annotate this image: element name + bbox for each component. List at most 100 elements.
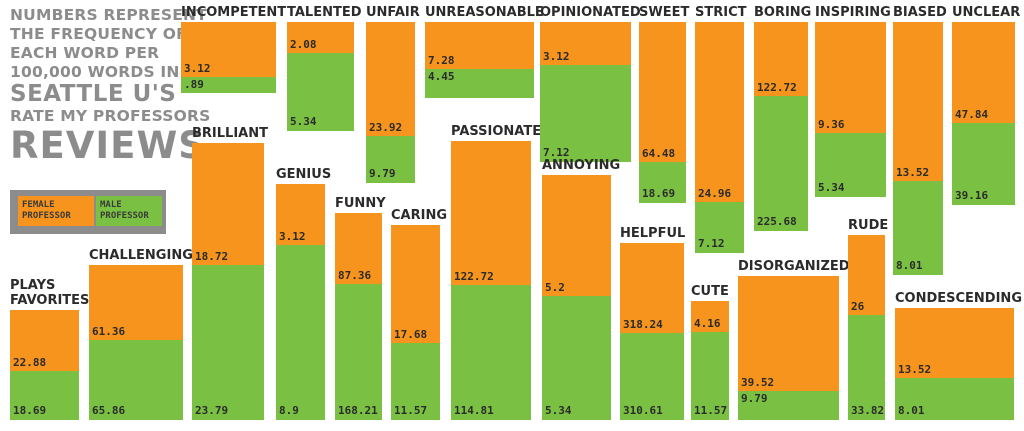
bar-male-unreasonable xyxy=(425,69,534,98)
bar-female-cute xyxy=(691,301,729,332)
value-female-genius: 3.12 xyxy=(279,230,306,243)
bar-male-caring xyxy=(391,343,440,420)
word-label-sweet: SWEET xyxy=(639,5,690,20)
bar-female-plays-favorites xyxy=(10,310,79,371)
value-female-challenging: 61.36 xyxy=(92,325,126,338)
word-label-genius: GENIUS xyxy=(276,167,332,182)
word-label-brilliant: BRILLIANT xyxy=(192,126,268,141)
bar-male-cute xyxy=(691,332,729,420)
bar-female-challenging xyxy=(89,265,183,340)
word-label-passionate: PASSIONATE xyxy=(451,124,542,139)
bar-male-inspiring xyxy=(815,133,886,197)
value-female-strict: 24.96 xyxy=(698,187,732,200)
bar-female-disorganized xyxy=(738,276,839,391)
word-label-rude: RUDE xyxy=(848,218,889,233)
value-female-unclear: 47.84 xyxy=(955,108,989,121)
bar-female-unfair xyxy=(366,22,415,136)
value-male-challenging: 65.86 xyxy=(92,404,126,417)
value-male-sweet: 18.69 xyxy=(642,187,676,200)
bar-male-sweet xyxy=(639,162,686,203)
bar-female-condescending xyxy=(895,308,1014,378)
bar-male-biased xyxy=(893,181,943,275)
bar-male-strict xyxy=(695,202,744,253)
bar-female-talented xyxy=(287,22,354,53)
value-female-disorganized: 39.52 xyxy=(741,376,775,389)
bar-female-helpful xyxy=(620,243,684,333)
chart-title: NUMBERS REPRESENT THE FREQUENCY OF EACH … xyxy=(10,6,211,167)
title-line-4: 100,000 WORDS IN xyxy=(10,63,180,81)
bar-male-boring xyxy=(754,96,808,231)
word-label-helpful: HELPFUL xyxy=(620,226,686,241)
value-male-annoying: 5.34 xyxy=(545,404,572,417)
word-label-inspiring: INSPIRING xyxy=(815,5,891,20)
bar-male-annoying xyxy=(542,296,611,420)
bar-female-strict xyxy=(695,22,744,202)
value-female-cute: 4.16 xyxy=(694,317,721,330)
value-female-sweet: 64.48 xyxy=(642,147,676,160)
value-female-funny: 87.36 xyxy=(338,269,372,282)
bar-male-opinionated xyxy=(540,65,631,162)
value-female-condescending: 13.52 xyxy=(898,363,932,376)
value-female-biased: 13.52 xyxy=(896,166,930,179)
bar-female-brilliant xyxy=(192,143,264,265)
title-line-5: SEATTLE U'S xyxy=(10,81,177,107)
value-male-strict: 7.12 xyxy=(698,237,725,250)
value-female-inspiring: 9.36 xyxy=(818,118,845,131)
word-label-condescending: CONDESCENDING xyxy=(895,291,1022,306)
legend-male-line2: PROFESSOR xyxy=(100,211,149,221)
bar-male-passionate xyxy=(451,285,531,420)
bar-male-genius xyxy=(276,245,325,420)
bar-female-inspiring xyxy=(815,22,886,133)
value-female-opinionated: 3.12 xyxy=(543,50,570,63)
value-male-disorganized: 9.79 xyxy=(741,392,768,405)
bar-female-rude xyxy=(848,235,885,315)
bar-male-challenging xyxy=(89,340,183,420)
word-label-biased: BIASED xyxy=(893,5,947,20)
value-male-talented: 5.34 xyxy=(290,115,317,128)
value-male-opinionated: 7.12 xyxy=(543,146,570,159)
value-female-passionate: 122.72 xyxy=(454,270,494,283)
bar-female-unclear xyxy=(952,22,1015,123)
value-male-passionate: 114.81 xyxy=(454,404,494,417)
legend-female-line1: FEMALE xyxy=(22,200,55,210)
bar-male-unclear xyxy=(952,123,1015,205)
legend-male: MALE PROFESSOR xyxy=(96,196,162,226)
bar-male-talented xyxy=(287,53,354,131)
value-male-unclear: 39.16 xyxy=(955,189,989,202)
value-female-annoying: 5.2 xyxy=(545,281,565,294)
word-label-talented: TALENTED xyxy=(287,5,362,20)
legend-female: FEMALE PROFESSOR xyxy=(18,196,94,226)
value-male-caring: 11.57 xyxy=(394,404,428,417)
bar-male-rude xyxy=(848,315,885,420)
bar-male-unfair xyxy=(366,136,415,183)
value-female-unreasonable: 7.28 xyxy=(428,54,455,67)
value-male-boring: 225.68 xyxy=(757,215,797,228)
title-line-7: REVIEWS xyxy=(10,124,206,167)
legend: FEMALE PROFESSOR MALE PROFESSOR xyxy=(10,190,166,234)
word-label-disorganized: DISORGANIZED xyxy=(738,259,850,274)
value-male-brilliant: 23.79 xyxy=(195,404,229,417)
value-male-unfair: 9.79 xyxy=(369,167,396,180)
bar-male-plays-favorites xyxy=(10,371,79,420)
title-line-2: THE FREQUENCY OF xyxy=(10,25,187,43)
bar-male-helpful xyxy=(620,333,684,420)
value-female-caring: 17.68 xyxy=(394,328,428,341)
bar-female-funny xyxy=(335,213,382,284)
title-line-6: RATE MY PROFESSORS xyxy=(10,107,211,125)
word-label-unclear: UNCLEAR xyxy=(952,5,1021,20)
word-label-strict: STRICT xyxy=(695,5,747,20)
bar-female-sweet xyxy=(639,22,686,162)
value-male-helpful: 310.61 xyxy=(623,404,663,417)
value-male-unreasonable: 4.45 xyxy=(428,70,455,83)
title-line-3: EACH WORD PER xyxy=(10,44,160,62)
bar-male-funny xyxy=(335,284,382,420)
bar-female-caring xyxy=(391,225,440,343)
value-male-inspiring: 5.34 xyxy=(818,181,845,194)
value-female-brilliant: 18.72 xyxy=(195,250,229,263)
legend-male-line1: MALE xyxy=(100,200,122,210)
value-female-incompetent: 3.12 xyxy=(184,62,211,75)
bar-female-genius xyxy=(276,184,325,245)
word-label-cute: CUTE xyxy=(691,284,729,299)
bar-female-opinionated xyxy=(540,22,631,65)
value-female-plays-favorites: 22.88 xyxy=(13,356,47,369)
